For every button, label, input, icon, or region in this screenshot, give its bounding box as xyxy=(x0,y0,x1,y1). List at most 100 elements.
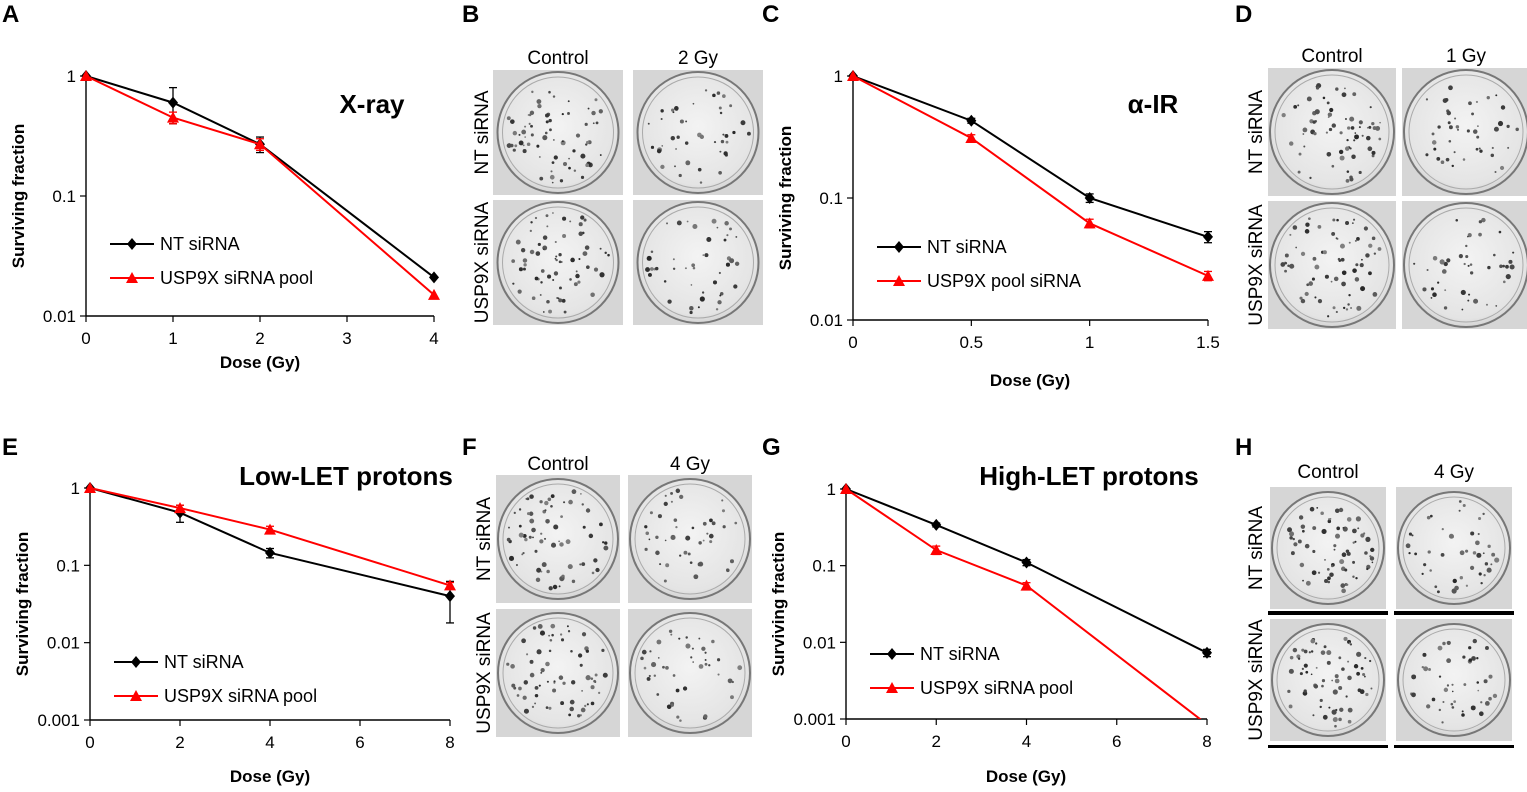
colony-dot xyxy=(1305,670,1309,674)
colony-dot xyxy=(1339,155,1345,161)
colony-dot xyxy=(558,298,563,303)
colony-dot xyxy=(740,120,746,126)
colony-dot xyxy=(1347,719,1352,724)
colony-dot xyxy=(719,111,723,115)
colony-dot xyxy=(1332,218,1336,222)
y-axis-title: Surviving fraction xyxy=(13,532,32,677)
colony-dot xyxy=(581,632,587,637)
colony-dot xyxy=(655,535,659,539)
colony-dot xyxy=(723,151,728,156)
colony-dot xyxy=(1425,153,1429,157)
colony-dot xyxy=(1509,264,1515,270)
colony-dot xyxy=(651,662,657,668)
colony-dot xyxy=(1505,264,1509,269)
x-tick-label: 4 xyxy=(429,329,438,348)
dish-inner-rim xyxy=(1276,496,1380,600)
colony-dot xyxy=(1369,555,1372,558)
colony-dot xyxy=(1323,645,1327,649)
colony-dot xyxy=(656,693,660,696)
colony-dot xyxy=(698,541,702,545)
colony-dot xyxy=(1338,149,1344,155)
colony-dot xyxy=(1299,562,1305,568)
colony-dot xyxy=(1340,257,1345,262)
colony-dot xyxy=(732,130,736,135)
colony-dot xyxy=(587,107,590,110)
colony-dot xyxy=(718,106,722,110)
colony-dot xyxy=(1326,660,1331,665)
colony-dot xyxy=(671,108,675,112)
colony-dot xyxy=(1305,580,1311,586)
colony-dot xyxy=(1460,289,1466,296)
colony-dot xyxy=(1339,559,1345,565)
colony-dot xyxy=(1329,572,1334,577)
colony-dot xyxy=(1331,679,1334,682)
colony-dot xyxy=(1446,684,1450,687)
colony-dot xyxy=(1335,237,1338,240)
colony-dot xyxy=(1314,296,1317,299)
colony-dot xyxy=(690,284,693,286)
colony-dot xyxy=(1467,299,1470,302)
colony-dot xyxy=(1327,112,1333,117)
dish-rim xyxy=(1271,623,1385,737)
colony-dot xyxy=(1352,92,1357,97)
colony-dot xyxy=(1484,562,1489,566)
colony-dot xyxy=(578,258,581,261)
colony-dot xyxy=(1446,658,1452,664)
dish-rim xyxy=(636,201,760,324)
colony-dot xyxy=(1461,710,1464,713)
colony-dot xyxy=(650,145,655,149)
colony-dot xyxy=(1437,125,1441,129)
colony-dot xyxy=(646,255,652,261)
colony-dot xyxy=(1443,261,1448,267)
colony-dot xyxy=(1336,218,1339,222)
y-axis-title: Surviving fraction xyxy=(9,124,28,269)
colony-dot xyxy=(516,694,520,697)
colony-dot xyxy=(1352,560,1356,564)
colony-dot xyxy=(544,500,549,506)
colony-dot xyxy=(510,664,515,669)
colony-dot xyxy=(685,160,691,166)
x-tick-label: 4 xyxy=(265,733,274,752)
colony-dot xyxy=(536,144,540,148)
colony-dot xyxy=(1341,92,1347,98)
colony-dot xyxy=(670,534,676,540)
colony-dot xyxy=(1331,709,1337,715)
colony-dot xyxy=(1300,251,1306,256)
colony-dot xyxy=(1346,551,1351,556)
colony-dot xyxy=(704,658,707,661)
colony-dot xyxy=(599,272,605,278)
colony-dot xyxy=(1355,263,1359,267)
colony-panel-b: Control 2 Gy NT siRNA USP9X siRNA xyxy=(472,48,763,325)
colony-dot xyxy=(590,677,594,680)
colony-dot xyxy=(590,292,595,298)
colony-dot xyxy=(1465,584,1469,587)
colony-dot xyxy=(674,165,676,168)
colony-dot xyxy=(1354,239,1357,242)
colony-dot xyxy=(598,109,603,114)
colony-dot xyxy=(1369,659,1372,663)
colony-dot xyxy=(1507,146,1510,149)
colony-dot xyxy=(1350,307,1352,309)
colony-dot xyxy=(1438,675,1442,678)
colony-dot xyxy=(1368,243,1373,248)
colony-dot xyxy=(1322,714,1328,720)
colony-dot xyxy=(569,706,574,712)
colony-dot xyxy=(1300,524,1306,529)
colony-dot xyxy=(1477,532,1480,536)
colony-dot xyxy=(1336,526,1340,531)
colony-panel-d: Control 1 Gy NT siRNA USP9X siRNA xyxy=(1246,46,1527,329)
colony-dot xyxy=(1302,579,1304,582)
colony-dot xyxy=(1317,571,1321,574)
colony-dish xyxy=(1402,201,1527,329)
colony-dot xyxy=(584,704,587,708)
colony-dot xyxy=(1301,667,1304,670)
colony-dot xyxy=(1479,149,1483,153)
colony-dot xyxy=(1478,572,1482,576)
colony-dish xyxy=(1396,487,1512,609)
colony-dot xyxy=(1331,164,1335,168)
colony-dot xyxy=(1352,541,1355,544)
colony-dot xyxy=(1475,100,1479,104)
dish-inner-rim xyxy=(642,76,754,189)
colony-dot xyxy=(524,125,527,128)
colony-dot xyxy=(1469,271,1474,275)
